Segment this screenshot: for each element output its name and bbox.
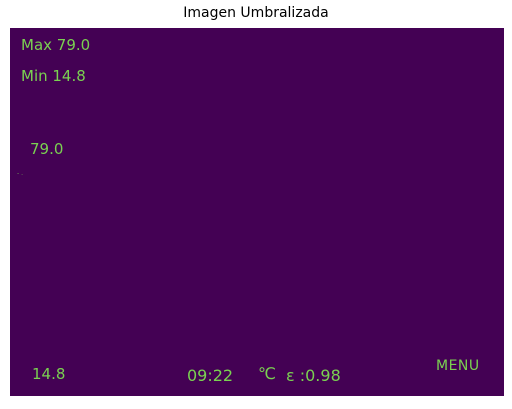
thresholded-image: Max 79.0 Min 14.8 79.0 - . 14.8 09:22 ℃ … — [10, 28, 504, 396]
menu-label: MENU — [436, 358, 480, 374]
scale-bottom-value: 14.8 — [32, 365, 66, 383]
scale-top-value: 79.0 — [30, 140, 64, 158]
time-display: 09:22 — [187, 366, 234, 385]
max-temperature-label: Max 79.0 — [21, 36, 91, 54]
scale-tick-mark: - . — [17, 170, 23, 177]
image-title: Imagen Umbralizada — [183, 5, 329, 21]
emissivity-display: ε :0.98 — [286, 366, 341, 385]
min-temperature-label: Min 14.8 — [21, 67, 86, 85]
temperature-unit: ℃ — [258, 364, 276, 383]
